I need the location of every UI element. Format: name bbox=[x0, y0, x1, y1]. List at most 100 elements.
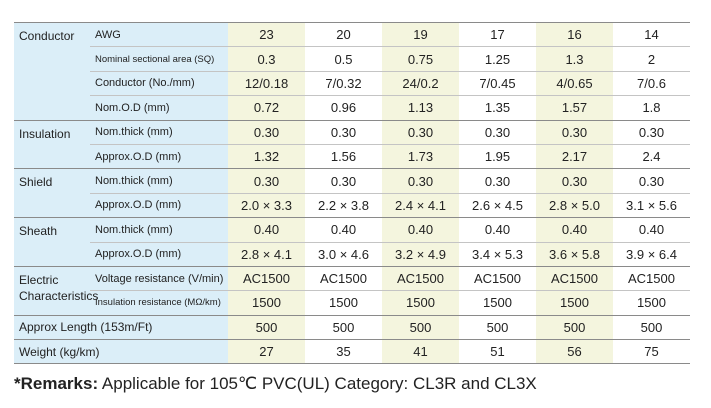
row-label: Weight (kg/km) bbox=[14, 339, 228, 365]
value-cell: 1.32 bbox=[228, 144, 305, 170]
remarks-text: Applicable for 105℃ PVC(UL) Category: CL… bbox=[101, 374, 537, 393]
row-label: Nom.thick (mm) bbox=[90, 120, 228, 145]
value-cell: 27 bbox=[228, 339, 305, 365]
value-cell: 3.1 × 5.6 bbox=[613, 193, 690, 219]
value-cell: AC1500 bbox=[459, 266, 536, 292]
row-label: Nominal sectional area (SQ) bbox=[90, 46, 228, 72]
value-cell: 0.5 bbox=[305, 46, 382, 72]
value-cell: 1.57 bbox=[536, 95, 613, 121]
value-cell: 0.40 bbox=[613, 217, 690, 243]
value-cell: 2.2 × 3.8 bbox=[305, 193, 382, 219]
value-cell: 3.4 × 5.3 bbox=[459, 242, 536, 267]
table-row: Approx.O.D (mm) 2.0 × 3.3 2.2 × 3.8 2.4 × 4… bbox=[14, 193, 690, 219]
value-cell: 3.6 × 5.8 bbox=[536, 242, 613, 267]
value-cell: 7/0.6 bbox=[613, 71, 690, 97]
value-cell: 0.40 bbox=[459, 217, 536, 243]
value-cell: 35 bbox=[305, 339, 382, 365]
value-cell: AC1500 bbox=[382, 266, 459, 292]
value-cell: 1500 bbox=[459, 290, 536, 316]
value-cell: 0.30 bbox=[613, 168, 690, 194]
table-row: Approx Length (153m/Ft) 500 500 500 500 500 50… bbox=[14, 315, 690, 341]
table-row: Insulation Nom.thick (mm) 0.30 0.30 0.30 0.30… bbox=[14, 120, 690, 170]
remarks: *Remarks: Applicable for 105℃ PVC(UL) Ca… bbox=[14, 374, 537, 394]
row-label: Approx.O.D (mm) bbox=[90, 144, 228, 170]
value-cell: 51 bbox=[459, 339, 536, 365]
value-cell: 2.0 × 3.3 bbox=[228, 193, 305, 219]
table-body: Conductor AWG 23 20 19 17 16 14 Nominal sectiona… bbox=[14, 22, 690, 365]
row-label: Insulation resistance (MΩ/km) bbox=[90, 290, 228, 316]
value-cell: 1.13 bbox=[382, 95, 459, 121]
value-cell: 7/0.32 bbox=[305, 71, 382, 97]
table-row: Electric Characteristics Voltage resistan… bbox=[14, 266, 690, 316]
value-cell: 19 bbox=[382, 22, 459, 48]
value-cell: 0.96 bbox=[305, 95, 382, 121]
value-cell: 2.4 × 4.1 bbox=[382, 193, 459, 219]
value-cell: 500 bbox=[613, 315, 690, 341]
value-cell: 0.30 bbox=[536, 168, 613, 194]
value-cell: AC1500 bbox=[536, 266, 613, 292]
spec-table: Conductor AWG 23 20 19 17 16 14 Nominal sectiona… bbox=[14, 22, 690, 365]
value-cell: 0.30 bbox=[228, 168, 305, 194]
value-cell: 0.40 bbox=[536, 217, 613, 243]
value-cell: 500 bbox=[305, 315, 382, 341]
value-cell: 4/0.65 bbox=[536, 71, 613, 97]
value-cell: 0.30 bbox=[459, 120, 536, 145]
value-cell: 2.8 × 5.0 bbox=[536, 193, 613, 219]
value-cell: 7/0.45 bbox=[459, 71, 536, 97]
value-cell: 2.17 bbox=[536, 144, 613, 170]
row-label: AWG bbox=[90, 22, 228, 48]
value-cell: 14 bbox=[613, 22, 690, 48]
value-cell: 500 bbox=[382, 315, 459, 341]
row-label: Conductor (No./mm) bbox=[90, 71, 228, 97]
table-row: Nom.O.D (mm) 0.72 0.96 1.13 1.35 1.57 1.8 bbox=[14, 95, 690, 121]
table-row: Conductor AWG 23 20 19 17 16 14 bbox=[14, 22, 690, 121]
value-cell: 56 bbox=[536, 339, 613, 365]
value-cell: 0.3 bbox=[228, 46, 305, 72]
row-label: Approx Length (153m/Ft) bbox=[14, 315, 228, 341]
row-label: Approx.O.D (mm) bbox=[90, 193, 228, 219]
value-cell: 75 bbox=[613, 339, 690, 365]
value-cell: 0.40 bbox=[305, 217, 382, 243]
value-cell: 2 bbox=[613, 46, 690, 72]
value-cell: 0.40 bbox=[228, 217, 305, 243]
value-cell: 12/0.18 bbox=[228, 71, 305, 97]
value-cell: 0.30 bbox=[228, 120, 305, 145]
group-cell: Electric Characteristics bbox=[14, 266, 98, 316]
value-cell: 1.95 bbox=[459, 144, 536, 170]
value-cell: 17 bbox=[459, 22, 536, 48]
value-cell: 1500 bbox=[613, 290, 690, 316]
row-label: Nom.O.D (mm) bbox=[90, 95, 228, 121]
value-cell: 0.30 bbox=[305, 120, 382, 145]
value-cell: 41 bbox=[382, 339, 459, 365]
value-cell: 0.30 bbox=[613, 120, 690, 145]
value-cell: 1.25 bbox=[459, 46, 536, 72]
value-cell: 0.75 bbox=[382, 46, 459, 72]
row-label: Nom.thick (mm) bbox=[90, 168, 228, 194]
value-cell: 16 bbox=[536, 22, 613, 48]
table-row: Shield Nom.thick (mm) 0.30 0.30 0.30 0.30 0.30… bbox=[14, 168, 690, 219]
value-cell: 2.8 × 4.1 bbox=[228, 242, 305, 267]
value-cell: 1.73 bbox=[382, 144, 459, 170]
value-cell: 3.0 × 4.6 bbox=[305, 242, 382, 267]
group-cell: Insulation bbox=[14, 120, 90, 170]
table-row: Weight (kg/km) 27 35 41 51 56 75 bbox=[14, 339, 690, 365]
row-label: Nom.thick (mm) bbox=[90, 217, 228, 243]
remarks-label: *Remarks: bbox=[14, 374, 99, 393]
table-row: Sheath Nom.thick (mm) 0.40 0.40 0.40 0.40 0.40… bbox=[14, 217, 690, 267]
table-row: Approx.O.D (mm) 1.32 1.56 1.73 1.95 2.17 2.4 bbox=[14, 144, 690, 170]
value-cell: 500 bbox=[459, 315, 536, 341]
value-cell: 2.6 × 4.5 bbox=[459, 193, 536, 219]
group-cell: Shield bbox=[14, 168, 90, 219]
value-cell: 1.35 bbox=[459, 95, 536, 121]
value-cell: 1500 bbox=[536, 290, 613, 316]
row-label: Approx.O.D (mm) bbox=[90, 242, 228, 267]
value-cell: 1500 bbox=[305, 290, 382, 316]
table-row: Conductor (No./mm) 12/0.18 7/0.32 24/0.2 7/0… bbox=[14, 71, 690, 97]
value-cell: 0.30 bbox=[305, 168, 382, 194]
value-cell: 1.56 bbox=[305, 144, 382, 170]
value-cell: 0.30 bbox=[382, 120, 459, 145]
value-cell: 1500 bbox=[228, 290, 305, 316]
value-cell: 0.40 bbox=[382, 217, 459, 243]
value-cell: 500 bbox=[536, 315, 613, 341]
